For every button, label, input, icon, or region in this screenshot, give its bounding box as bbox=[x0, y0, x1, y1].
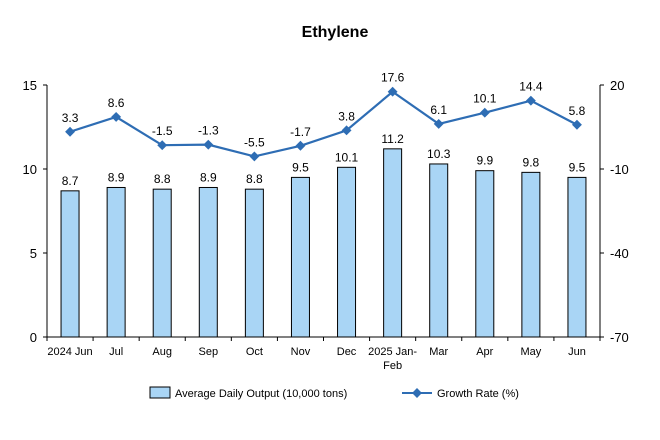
line-value-label: 5.8 bbox=[569, 104, 586, 118]
line-marker bbox=[65, 126, 75, 137]
legend-line-marker bbox=[412, 388, 422, 398]
x-tick-label-line: 2024 Jun bbox=[47, 346, 92, 358]
legend: Average Daily Output (10,000 tons) Growth… bbox=[149, 386, 519, 400]
line-value-label: -5.5 bbox=[244, 135, 265, 149]
bar bbox=[152, 188, 172, 338]
x-tick-label-line: Feb bbox=[383, 360, 402, 372]
line-value-label: -1.7 bbox=[290, 125, 311, 139]
line-marker bbox=[572, 119, 582, 130]
bar bbox=[475, 170, 495, 338]
bar-value-label: 8.9 bbox=[108, 170, 125, 184]
line-marker bbox=[157, 140, 168, 151]
left-tick-label: 10 bbox=[23, 162, 37, 177]
x-tick-label-line: Mar bbox=[429, 346, 448, 358]
bar-value-label: 8.9 bbox=[200, 170, 217, 184]
line-value-label: 6.1 bbox=[430, 103, 447, 117]
x-tick-label: Apr bbox=[476, 346, 493, 358]
legend-bar-swatch bbox=[149, 386, 171, 399]
line-value-label: 8.6 bbox=[108, 96, 125, 110]
x-tick-label-line: Sep bbox=[199, 346, 219, 358]
line-value-label: 3.8 bbox=[338, 109, 355, 123]
line-value-label: 10.1 bbox=[473, 92, 497, 106]
bar-value-label: 11.2 bbox=[381, 132, 404, 146]
x-tick-label: Jun bbox=[568, 346, 586, 358]
bar-value-label: 10.1 bbox=[335, 150, 359, 164]
bar bbox=[60, 190, 80, 338]
bar bbox=[290, 176, 310, 338]
x-tick-label: Jul bbox=[109, 346, 123, 358]
line-marker bbox=[295, 140, 306, 151]
bar bbox=[567, 176, 587, 338]
line-marker bbox=[203, 139, 214, 150]
bar-value-label: 9.5 bbox=[569, 160, 586, 174]
left-tick-label: 15 bbox=[23, 78, 37, 93]
legend-line-label: Growth Rate (%) bbox=[437, 388, 519, 400]
right-tick-label: 20 bbox=[610, 78, 624, 93]
x-tick-label: Dec bbox=[337, 346, 357, 358]
x-tick-label-line: Dec bbox=[337, 346, 357, 358]
bar-value-label: 8.8 bbox=[246, 172, 263, 186]
chart-title: Ethylene bbox=[302, 24, 369, 41]
line-value-label: 17.6 bbox=[381, 71, 405, 85]
x-tick-label: Nov bbox=[291, 346, 311, 358]
x-tick-label: Sep bbox=[199, 346, 219, 358]
line-value-label: 14.4 bbox=[519, 80, 543, 94]
x-tick-label-line: Jul bbox=[109, 346, 123, 358]
x-tick-label-line: Aug bbox=[152, 346, 172, 358]
line-value-label: 3.3 bbox=[62, 111, 79, 125]
x-tick-label-line: 2025 Jan- bbox=[368, 346, 417, 358]
x-tick-label-line: May bbox=[520, 346, 541, 358]
right-tick-label: -10 bbox=[610, 162, 629, 177]
line-marker bbox=[525, 95, 536, 106]
bar-value-label: 9.9 bbox=[476, 154, 493, 168]
x-tick-label: Oct bbox=[246, 346, 263, 358]
bar bbox=[106, 186, 126, 338]
x-tick-label: 2025 Jan- Feb bbox=[368, 346, 417, 372]
bar-value-label: 9.5 bbox=[292, 160, 309, 174]
bar bbox=[521, 171, 541, 338]
bar bbox=[383, 148, 403, 338]
growth-line bbox=[69, 90, 578, 158]
x-tick-label-line: Jun bbox=[568, 346, 586, 358]
bar-value-label: 8.7 bbox=[62, 174, 79, 188]
right-tick-label: -70 bbox=[610, 330, 629, 345]
bar bbox=[198, 186, 218, 338]
x-tick-label-line: Nov bbox=[291, 346, 311, 358]
axes: 0 5 10 15 -70 -40 -10 20 2024 Jun Jul Aug Sep Oct Nov… bbox=[23, 78, 629, 372]
line-marker bbox=[479, 107, 490, 118]
line-value-label: -1.3 bbox=[198, 124, 219, 138]
line-value-label: -1.5 bbox=[152, 124, 173, 138]
bar-value-label: 10.3 bbox=[427, 147, 451, 161]
right-tick-label: -40 bbox=[610, 246, 629, 261]
left-tick-label: 0 bbox=[30, 330, 37, 345]
bar bbox=[429, 163, 449, 338]
x-tick-label: 2024 Jun bbox=[47, 346, 92, 358]
left-tick-label: 5 bbox=[30, 246, 37, 261]
x-tick-label: Aug bbox=[152, 346, 172, 358]
bar-series: 8.7 8.9 8.8 8.9 8.8 9.5 10.1 11.2 10.3 9.9 9.8 9.5 bbox=[60, 132, 587, 338]
legend-bar-label: Average Daily Output (10,000 tons) bbox=[175, 388, 347, 400]
bar bbox=[244, 188, 264, 338]
bar bbox=[337, 166, 357, 338]
bar-value-label: 9.8 bbox=[523, 155, 540, 169]
line-series: 3.3 8.6 -1.5 -1.3 -5.5 -1.7 3.8 17.6 6.1 10.1 14.4… bbox=[62, 71, 586, 162]
bar-value-label: 8.8 bbox=[154, 172, 171, 186]
line-marker bbox=[111, 111, 122, 122]
x-tick-label: May bbox=[520, 346, 541, 358]
x-tick-label-line: Oct bbox=[246, 346, 263, 358]
x-tick-label-line: Apr bbox=[476, 346, 493, 358]
x-tick-label: Mar bbox=[429, 346, 448, 358]
line-marker bbox=[249, 151, 260, 162]
